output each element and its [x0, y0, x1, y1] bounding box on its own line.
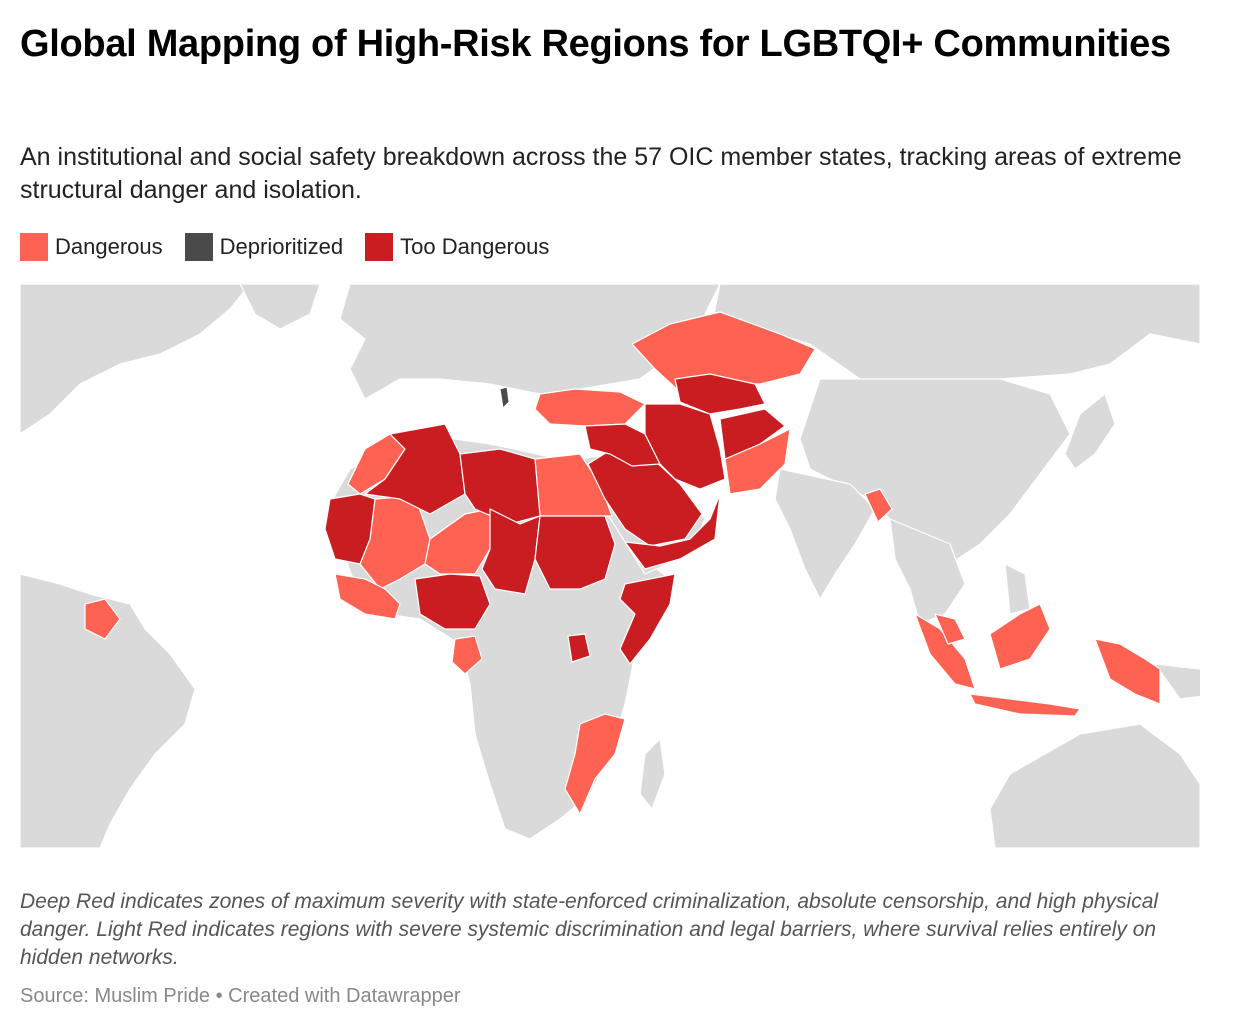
- world-map-svg[interactable]: [20, 284, 1200, 848]
- chart-subtitle: An institutional and social safety break…: [20, 143, 1182, 204]
- legend-item-too-dangerous[interactable]: Too Dangerous: [365, 233, 549, 261]
- region-malaysia[interactable]: [934, 613, 966, 645]
- legend-label-deprioritized: Deprioritized: [219, 234, 344, 259]
- deprioritized-regions: [499, 386, 510, 410]
- land-greenland: [239, 284, 321, 330]
- region-albania[interactable]: [499, 386, 510, 410]
- region-libya[interactable]: [459, 448, 541, 525]
- land-japan: [1064, 393, 1116, 470]
- base-land: [20, 284, 1200, 848]
- region-central-asia[interactable]: [674, 373, 766, 415]
- region-java-islands[interactable]: [969, 693, 1081, 717]
- land-southeast-asia: [889, 518, 966, 625]
- chart-source: Source: Muslim Pride • Created with Data…: [20, 985, 461, 1007]
- land-north-america: [20, 284, 251, 435]
- region-west-africa[interactable]: [334, 573, 401, 620]
- region-chad[interactable]: [481, 508, 541, 595]
- legend-item-dangerous[interactable]: Dangerous: [20, 233, 163, 261]
- region-sumatra[interactable]: [914, 613, 976, 690]
- region-algeria[interactable]: [364, 423, 466, 515]
- region-turkey[interactable]: [534, 388, 646, 427]
- region-suriname-guyana[interactable]: [84, 598, 121, 640]
- land-new-guinea: [1154, 663, 1200, 700]
- land-australia: [989, 723, 1200, 848]
- region-mozambique[interactable]: [564, 713, 626, 815]
- region-uganda[interactable]: [567, 633, 591, 663]
- region-afghanistan[interactable]: [719, 408, 786, 460]
- legend-label-too-dangerous: Too Dangerous: [400, 234, 550, 259]
- legend: Dangerous Deprioritized Too Dangerous: [20, 232, 549, 262]
- region-bangladesh[interactable]: [864, 488, 893, 523]
- region-niger[interactable]: [424, 508, 491, 575]
- land-madagascar: [639, 738, 666, 810]
- region-nigeria[interactable]: [414, 573, 491, 630]
- region-gabon-cameroon[interactable]: [451, 635, 483, 675]
- chart-title: Global Mapping of High-Risk Regions for …: [20, 23, 1171, 65]
- region-sulawesi-maluku[interactable]: [1094, 638, 1161, 705]
- land-philippines: [1004, 563, 1031, 615]
- region-yemen-oman[interactable]: [624, 493, 721, 570]
- region-sudan[interactable]: [534, 515, 616, 590]
- chart-notes: Deep Red indicates zones of maximum seve…: [20, 890, 1159, 969]
- too-dangerous-regions: [324, 373, 786, 665]
- legend-label-dangerous: Dangerous: [55, 234, 163, 259]
- region-borneo[interactable]: [989, 603, 1051, 670]
- legend-swatch-dangerous: [20, 233, 48, 261]
- region-iran[interactable]: [644, 403, 726, 490]
- region-iraq-syria[interactable]: [584, 423, 661, 467]
- world-map[interactable]: [20, 284, 1200, 848]
- legend-item-deprioritized[interactable]: Deprioritized: [184, 233, 344, 261]
- legend-swatch-too-dangerous: [365, 233, 394, 261]
- land-india: [774, 468, 876, 600]
- dangerous-regions: [84, 311, 1161, 815]
- legend-swatch-deprioritized: [184, 233, 213, 261]
- region-kazakhstan[interactable]: [631, 311, 816, 393]
- land-south-america: [20, 573, 196, 848]
- region-mauritania[interactable]: [324, 493, 376, 565]
- region-somalia[interactable]: [619, 573, 676, 665]
